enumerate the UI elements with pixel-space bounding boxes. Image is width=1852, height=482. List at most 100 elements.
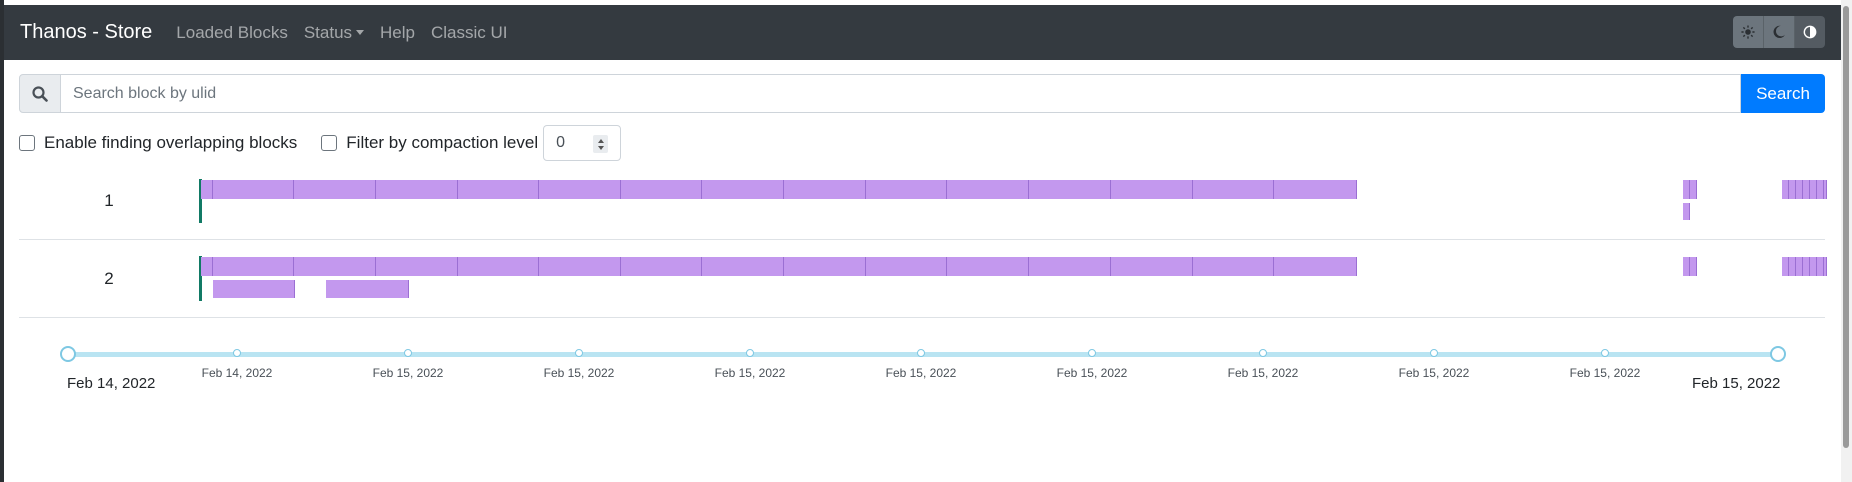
overlap-checkbox[interactable] (19, 135, 35, 151)
overlap-label[interactable]: Enable finding overlapping blocks (44, 133, 298, 152)
nav-loaded-blocks[interactable]: Loaded Blocks (176, 22, 288, 42)
slider-start-label: Feb 14, 2022 (67, 375, 156, 392)
block-bar[interactable] (201, 180, 213, 199)
navbar: Thanos - Store Loaded Blocks Status Help… (4, 5, 1841, 60)
compaction-level-value: 0 (556, 134, 566, 151)
block-bar[interactable] (1683, 257, 1690, 276)
block-bar[interactable] (1803, 257, 1810, 276)
slider-start-handle[interactable] (60, 346, 76, 362)
block-bar[interactable] (1274, 257, 1357, 276)
block-bar[interactable] (1796, 180, 1803, 199)
slider-tick-mark (1088, 349, 1096, 357)
number-stepper[interactable] (593, 135, 609, 153)
block-bar[interactable] (1817, 180, 1824, 199)
block-bar[interactable] (1690, 180, 1697, 199)
stepper-up-icon[interactable] (597, 138, 604, 143)
block-bar[interactable] (1803, 180, 1810, 199)
block-bar[interactable] (947, 257, 1029, 276)
slider-tick-label: Feb 15, 2022 (1227, 366, 1299, 380)
slider-tick-mark (917, 349, 925, 357)
slider-end-label: Feb 15, 2022 (1692, 375, 1781, 392)
block-bar[interactable] (947, 180, 1029, 199)
block-bar[interactable] (539, 257, 621, 276)
slider-tick-label: Feb 14, 2022 (201, 366, 273, 380)
block-bar[interactable] (1824, 180, 1827, 199)
auto-theme-button[interactable] (1795, 16, 1825, 48)
row-divider (19, 317, 1825, 318)
search-input[interactable] (61, 74, 1741, 113)
filter-options: Enable finding overlapping blocks Filter… (19, 124, 622, 162)
slider-tick-label: Feb 15, 2022 (1569, 366, 1641, 380)
block-bar[interactable] (326, 280, 409, 298)
block-bar[interactable] (1193, 180, 1274, 199)
slider-tick-mark (746, 349, 754, 357)
slider-tick-mark (1430, 349, 1438, 357)
block-bar[interactable] (702, 180, 784, 199)
block-bar[interactable] (201, 257, 213, 276)
block-bar[interactable] (866, 180, 947, 199)
block-bar[interactable] (213, 180, 294, 199)
slider-tick-label: Feb 15, 2022 (714, 366, 786, 380)
block-bar[interactable] (1796, 257, 1803, 276)
page-scrollbar[interactable] (1841, 0, 1852, 482)
block-bar[interactable] (702, 257, 784, 276)
brand-title[interactable]: Thanos - Store (20, 21, 153, 43)
timeline-start-marker (199, 179, 202, 223)
moon-icon (1773, 25, 1786, 39)
slider-tick-label: Feb 15, 2022 (372, 366, 444, 380)
block-bar[interactable] (784, 257, 866, 276)
compaction-checkbox[interactable] (321, 135, 338, 151)
slider-tick-mark (1259, 349, 1267, 357)
block-bar[interactable] (1029, 180, 1111, 199)
search-button[interactable]: Search (1741, 74, 1825, 113)
block-bar[interactable] (1782, 257, 1789, 276)
block-bar[interactable] (1683, 180, 1690, 199)
block-bar[interactable] (213, 257, 294, 276)
dark-theme-button[interactable] (1764, 16, 1795, 48)
slider-end-handle[interactable] (1770, 346, 1786, 362)
block-bar[interactable] (376, 257, 458, 276)
block-bar[interactable] (294, 257, 376, 276)
stepper-down-icon[interactable] (597, 145, 604, 150)
block-bar[interactable] (1690, 257, 1697, 276)
block-bar[interactable] (1193, 257, 1274, 276)
block-bar[interactable] (1683, 203, 1690, 220)
block-bar[interactable] (1029, 257, 1111, 276)
block-bar[interactable] (866, 257, 947, 276)
nav-status-label: Status (303, 22, 353, 42)
timeline-start-marker (199, 256, 202, 301)
scrollbar-thumb[interactable] (1843, 6, 1849, 448)
nav-classic-ui[interactable]: Classic UI (431, 22, 508, 42)
block-bar[interactable] (621, 257, 702, 276)
light-theme-button[interactable] (1733, 16, 1764, 48)
block-bar[interactable] (1111, 257, 1193, 276)
block-bar[interactable] (539, 180, 621, 199)
block-bar[interactable] (784, 180, 866, 199)
block-bar[interactable] (1789, 257, 1796, 276)
nav-help[interactable]: Help (380, 22, 415, 42)
block-bar[interactable] (1789, 180, 1796, 199)
block-bar[interactable] (376, 180, 458, 199)
block-bar[interactable] (1274, 180, 1357, 199)
nav-status-dropdown[interactable]: Status (303, 22, 365, 43)
block-bar[interactable] (458, 180, 539, 199)
slider-tick-mark (575, 349, 583, 357)
block-bar[interactable] (1111, 180, 1193, 199)
compaction-level-input[interactable]: 0 (543, 125, 622, 161)
block-bar[interactable] (1824, 257, 1827, 276)
row-divider (19, 239, 1825, 240)
block-bar[interactable] (1817, 257, 1824, 276)
block-bar[interactable] (294, 180, 376, 199)
slider-tick-label: Feb 15, 2022 (1398, 366, 1470, 380)
slider-tick-label: Feb 15, 2022 (543, 366, 615, 380)
slider-tick-mark (1601, 349, 1609, 357)
theme-toggle-group (1733, 16, 1825, 48)
compaction-label[interactable]: Filter by compaction level (346, 133, 539, 152)
block-bar[interactable] (458, 257, 539, 276)
search-bar: Search (19, 74, 1825, 113)
block-bar[interactable] (1782, 180, 1789, 199)
block-bar[interactable] (621, 180, 702, 199)
block-bar[interactable] (1810, 257, 1817, 276)
block-bar[interactable] (213, 280, 295, 298)
block-bar[interactable] (1810, 180, 1817, 199)
